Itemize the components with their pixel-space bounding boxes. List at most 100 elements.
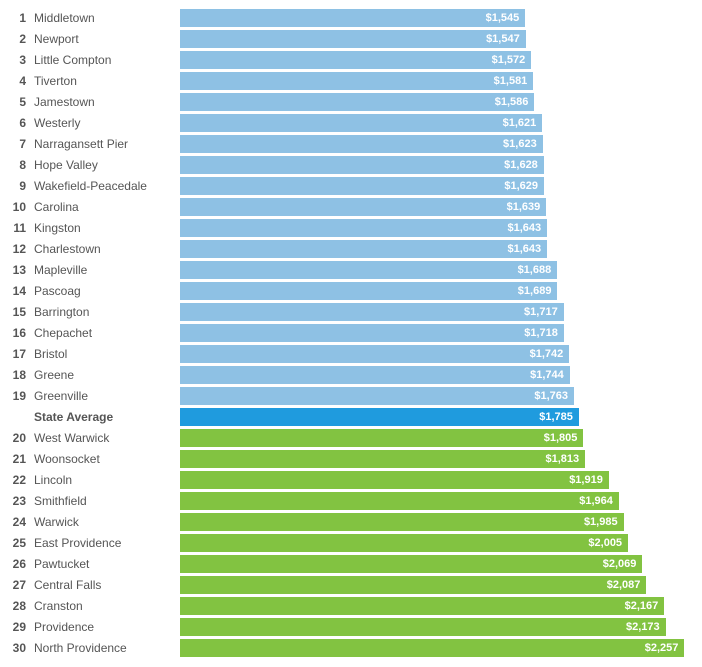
bar-value: $2,167 [625, 600, 659, 612]
row-label: Smithfield [30, 491, 180, 511]
bar-value: $1,689 [518, 285, 552, 297]
bar: $1,717 [180, 303, 564, 321]
bar-value: $1,547 [486, 33, 520, 45]
row-label: Westerly [30, 113, 180, 133]
bar-value: $1,623 [503, 138, 537, 150]
chart-row: 14Pascoag$1,689 [8, 281, 694, 301]
bar: $1,805 [180, 429, 583, 447]
row-label: Chepachet [30, 323, 180, 343]
chart-row: 20West Warwick$1,805 [8, 428, 694, 448]
chart-row: 26Pawtucket$2,069 [8, 554, 694, 574]
row-rank: 13 [8, 260, 30, 280]
bar-area: $1,744 [180, 365, 694, 385]
row-rank: 12 [8, 239, 30, 259]
bar: $1,919 [180, 471, 609, 489]
bar: $1,621 [180, 114, 542, 132]
row-rank: 16 [8, 323, 30, 343]
bar: $1,742 [180, 345, 569, 363]
row-label: Narragansett Pier [30, 134, 180, 154]
bar-value: $1,813 [546, 453, 580, 465]
row-rank: 26 [8, 554, 30, 574]
bar: $1,623 [180, 135, 543, 153]
chart-row: 18Greene$1,744 [8, 365, 694, 385]
bar: $1,763 [180, 387, 574, 405]
chart-row: 11Kingston$1,643 [8, 218, 694, 238]
bar-value: $1,744 [530, 369, 564, 381]
bar: $2,069 [180, 555, 642, 573]
bar-value: $1,586 [495, 96, 529, 108]
bar-area: $2,173 [180, 617, 694, 637]
row-rank: 14 [8, 281, 30, 301]
row-rank [8, 407, 30, 427]
row-rank: 6 [8, 113, 30, 133]
bar: $1,586 [180, 93, 534, 111]
chart-row: 10Carolina$1,639 [8, 197, 694, 217]
chart-row: 12Charlestown $1,643 [8, 239, 694, 259]
bar: $1,718 [180, 324, 564, 342]
chart-row: 27Central Falls$2,087 [8, 575, 694, 595]
chart-row: 1Middletown$1,545 [8, 8, 694, 28]
bar-area: $1,689 [180, 281, 694, 301]
bar: $1,629 [180, 177, 544, 195]
bar: $1,813 [180, 450, 585, 468]
chart-row: 25East Providence$2,005 [8, 533, 694, 553]
bar: $1,688 [180, 261, 557, 279]
row-label: Kingston [30, 218, 180, 238]
bar: $1,639 [180, 198, 546, 216]
bar-value: $1,742 [530, 348, 564, 360]
row-label: Middletown [30, 8, 180, 28]
bar: $1,643 [180, 219, 547, 237]
row-rank: 5 [8, 92, 30, 112]
bar-area: $1,639 [180, 197, 694, 217]
bar-value: $1,718 [524, 327, 558, 339]
chart-row: 19Greenville $1,763 [8, 386, 694, 406]
bar-area: $1,572 [180, 50, 694, 70]
bar: $2,173 [180, 618, 666, 636]
row-rank: 19 [8, 386, 30, 406]
bar-area: $1,985 [180, 512, 694, 532]
row-label: Lincoln [30, 470, 180, 490]
bar-area: $1,785 [180, 407, 694, 427]
bar-area: $1,581 [180, 71, 694, 91]
bar-value: $1,717 [524, 306, 558, 318]
bar: $1,628 [180, 156, 544, 174]
row-label: East Providence [30, 533, 180, 553]
bar-value: $2,257 [645, 642, 679, 654]
bar-area: $1,742 [180, 344, 694, 364]
bar-value: $1,628 [504, 159, 538, 171]
bar-area: $1,643 [180, 239, 694, 259]
chart-row: 22Lincoln$1,919 [8, 470, 694, 490]
chart-row: 30North Providence$2,257 [8, 638, 694, 658]
row-label: Carolina [30, 197, 180, 217]
bar-value: $1,639 [507, 201, 541, 213]
bar-area: $1,621 [180, 113, 694, 133]
bar-value: $1,581 [494, 75, 528, 87]
row-label: Greene [30, 365, 180, 385]
bar-value: $2,005 [588, 537, 622, 549]
row-label: Woonsocket [30, 449, 180, 469]
row-label: Charlestown [30, 239, 180, 259]
bar-area: $1,919 [180, 470, 694, 490]
bar-value: $2,173 [626, 621, 660, 633]
bar-area: $2,257 [180, 638, 694, 658]
bar-value: $1,643 [508, 243, 542, 255]
row-rank: 4 [8, 71, 30, 91]
bar-value: $1,964 [579, 495, 613, 507]
row-rank: 8 [8, 155, 30, 175]
row-rank: 24 [8, 512, 30, 532]
bar-area: $1,643 [180, 218, 694, 238]
row-label: Greenville [30, 386, 180, 406]
bar: $1,545 [180, 9, 525, 27]
bar-area: $2,069 [180, 554, 694, 574]
chart-row: 3Little Compton$1,572 [8, 50, 694, 70]
row-rank: 30 [8, 638, 30, 658]
bar-area: $1,688 [180, 260, 694, 280]
row-rank: 2 [8, 29, 30, 49]
bar-area: $1,805 [180, 428, 694, 448]
bar: $1,643 [180, 240, 547, 258]
bar-value: $1,572 [492, 54, 526, 66]
bar-value: $1,763 [534, 390, 568, 402]
chart-row: 4Tiverton$1,581 [8, 71, 694, 91]
bar: $1,985 [180, 513, 624, 531]
bar-value: $1,621 [503, 117, 537, 129]
